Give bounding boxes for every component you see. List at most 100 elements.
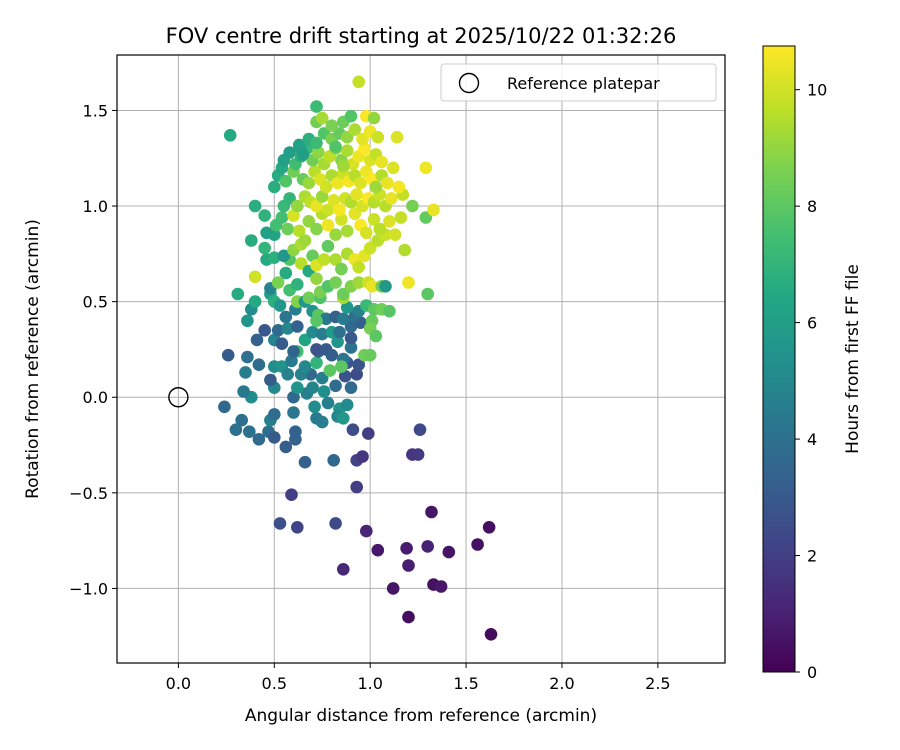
scatter-point xyxy=(289,433,302,446)
scatter-point xyxy=(281,222,295,236)
scatter-point xyxy=(248,295,262,308)
scatter-point xyxy=(298,455,312,469)
scatter-point xyxy=(292,224,306,238)
scatter-point xyxy=(421,287,435,301)
scatter-point xyxy=(484,628,498,641)
y-tick-label: −1.0 xyxy=(69,579,108,598)
scatter-point xyxy=(298,360,312,373)
scatter-point xyxy=(235,413,248,427)
scatter-point xyxy=(315,111,329,125)
scatter-point xyxy=(406,199,419,213)
scatter-point xyxy=(310,343,323,356)
scatter-point xyxy=(275,337,289,351)
scatter-point xyxy=(308,400,321,414)
scatter-point xyxy=(321,218,335,232)
scatter-point xyxy=(411,448,425,461)
scatter-point xyxy=(369,329,383,343)
scatter-point xyxy=(268,180,281,194)
scatter-point xyxy=(317,253,331,266)
scatter-point xyxy=(291,381,304,395)
scatter-point xyxy=(315,415,329,429)
scatter-point xyxy=(248,199,262,213)
scatter-point xyxy=(398,243,412,257)
scatter-point xyxy=(279,440,293,454)
scatter-point xyxy=(264,373,277,387)
scatter-point xyxy=(362,427,375,440)
scatter-point xyxy=(360,226,373,240)
scatter-point xyxy=(386,582,400,595)
scatter-point xyxy=(367,213,381,226)
scatter-point xyxy=(306,325,319,339)
reference-marker-group xyxy=(168,387,189,408)
scatter-point xyxy=(312,146,325,159)
scatter-point xyxy=(273,517,287,530)
scatter-point xyxy=(340,301,354,314)
scatter-point xyxy=(358,142,371,155)
scatter-point xyxy=(252,433,266,446)
scatter-point xyxy=(271,276,285,289)
colorbar-tick-label: 0 xyxy=(807,663,817,682)
scatter-point xyxy=(344,341,358,354)
scatter-point xyxy=(271,324,285,337)
scatter-point xyxy=(371,130,385,144)
scatter-point xyxy=(315,327,329,341)
scatter-point xyxy=(245,234,258,247)
y-tick-label: 1.5 xyxy=(83,101,108,120)
x-tick-label: 1.5 xyxy=(453,674,478,693)
scatter-point xyxy=(350,188,364,201)
x-axis-ticks: 0.0 0.5 1.0 1.5 2.0 2.5 xyxy=(166,663,671,693)
scatter-point xyxy=(344,331,358,345)
x-tick-label: 2.0 xyxy=(549,674,574,693)
scatter-point xyxy=(356,450,369,463)
scatter-point xyxy=(329,140,342,154)
scatter-point xyxy=(292,138,306,152)
scatter-point xyxy=(327,194,341,207)
scatter-point xyxy=(294,257,308,270)
scatter-point xyxy=(335,262,348,276)
scatter-point xyxy=(385,192,398,205)
scatter-point xyxy=(331,335,344,349)
scatter-point xyxy=(229,423,243,437)
scatter-point xyxy=(344,381,358,395)
scatter-point xyxy=(400,542,413,555)
scatter-point xyxy=(383,304,396,318)
legend-box xyxy=(440,63,717,102)
scatter-point xyxy=(223,129,237,142)
scatter-point xyxy=(306,249,319,263)
scatter-point xyxy=(335,213,348,226)
scatter-point xyxy=(268,251,281,264)
scatter-point xyxy=(402,610,415,624)
colorbar-tick-label: 8 xyxy=(807,197,817,216)
scatter-point xyxy=(329,379,342,393)
x-tick-label: 2.5 xyxy=(645,674,670,693)
scatter-point xyxy=(291,199,304,213)
scatter-point xyxy=(321,396,335,410)
scatter-point xyxy=(250,333,264,347)
scatter-point xyxy=(375,155,389,169)
colorbar-tick-label: 2 xyxy=(807,547,817,566)
scatter-point xyxy=(281,322,295,335)
scatter-point xyxy=(329,517,342,530)
scatter-point xyxy=(402,276,415,289)
scatter-point xyxy=(268,431,281,444)
colorbar-gradient xyxy=(762,45,796,673)
scatter-point xyxy=(291,320,304,333)
scatter-point xyxy=(310,222,323,236)
scatter-point xyxy=(392,180,406,194)
scatter-point xyxy=(321,239,335,253)
scatter-point xyxy=(360,524,373,538)
scatter-point xyxy=(279,266,293,280)
scatter-point xyxy=(258,209,272,222)
scatter-point xyxy=(258,324,272,337)
scatter-point xyxy=(298,333,312,347)
scatter-point xyxy=(325,119,339,132)
scatter-point xyxy=(390,130,404,144)
scatter-point xyxy=(337,159,350,173)
scatter-point xyxy=(310,136,323,150)
scatter-point xyxy=(221,348,235,362)
scatter-point xyxy=(352,75,366,89)
scatter-point xyxy=(281,368,295,381)
scatter-point xyxy=(283,192,296,205)
scatter-point xyxy=(302,215,316,228)
scatter-point xyxy=(319,180,333,194)
